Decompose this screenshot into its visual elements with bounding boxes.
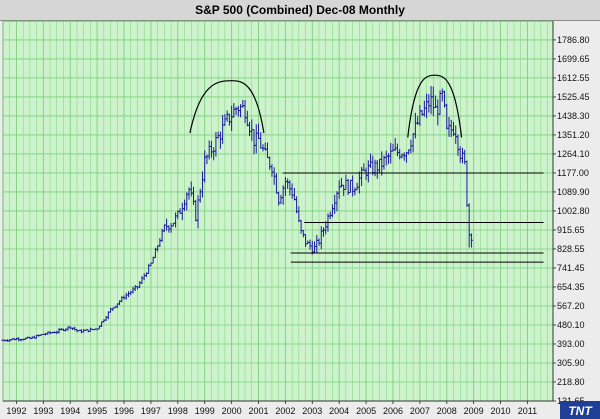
y-tick-label: 1699.65 — [557, 54, 590, 64]
x-tick-label: 1993 — [33, 406, 53, 416]
y-tick-label: 1002.80 — [557, 206, 590, 216]
y-tick-label: 654.35 — [557, 282, 585, 292]
x-tick-label: 2007 — [410, 406, 430, 416]
x-tick-label: 1998 — [168, 406, 188, 416]
dome-arc — [189, 80, 265, 134]
x-tick-label: 1999 — [195, 406, 215, 416]
x-tick-label: 2001 — [248, 406, 268, 416]
x-tick-label: 2010 — [491, 406, 511, 416]
dome-arc — [407, 74, 463, 138]
x-tick-label: 1995 — [87, 406, 107, 416]
y-tick-label: 1612.55 — [557, 73, 590, 83]
x-tick-label: 2003 — [302, 406, 322, 416]
y-tick-label: 1786.80 — [557, 35, 590, 45]
x-tick-label: 1996 — [114, 406, 134, 416]
x-axis: 1992 1993 1994 1995 1996 1997 1998 1999 2000 2001… — [3, 400, 553, 416]
y-tick-label: 218.80 — [557, 377, 585, 387]
x-tick-label: 2011 — [518, 406, 537, 416]
x-tick-label: 1992 — [6, 406, 26, 416]
x-tick-label: 2008 — [437, 406, 457, 416]
annotation-layer — [189, 74, 544, 263]
y-tick-label: 1089.90 — [557, 187, 590, 197]
y-tick-label: 1438.30 — [557, 111, 590, 121]
y-tick-label: 1351.20 — [557, 130, 590, 140]
x-tick-label: 2006 — [383, 406, 403, 416]
x-tick-label: 2002 — [275, 406, 295, 416]
y-tick-label: 305.90 — [557, 358, 585, 368]
y-tick-label: 1525.45 — [557, 92, 590, 102]
x-tick-label: 2000 — [222, 406, 242, 416]
x-tick-label: 2004 — [329, 406, 349, 416]
grid-lines — [2, 21, 553, 402]
price-bars — [1, 86, 473, 343]
y-tick-label: 480.10 — [557, 320, 585, 330]
x-tick-label: 2009 — [464, 406, 484, 416]
y-tick-label: 915.65 — [557, 225, 585, 235]
y-axis: 131.65218.80305.90393.00480.10567.20654.… — [552, 21, 590, 406]
y-tick-label: 567.20 — [557, 301, 585, 311]
tnt-logo: TNT — [560, 401, 600, 419]
x-tick-label: 2005 — [356, 406, 376, 416]
x-tick-label: 1997 — [141, 406, 161, 416]
y-tick-label: 1264.10 — [557, 149, 590, 159]
y-tick-label: 393.00 — [557, 339, 585, 349]
y-tick-label: 828.55 — [557, 244, 585, 254]
y-tick-label: 1177.00 — [557, 168, 589, 178]
x-tick-label: 1994 — [60, 406, 80, 416]
logo-text: TNT — [568, 404, 593, 418]
y-tick-label: 741.45 — [557, 263, 585, 273]
